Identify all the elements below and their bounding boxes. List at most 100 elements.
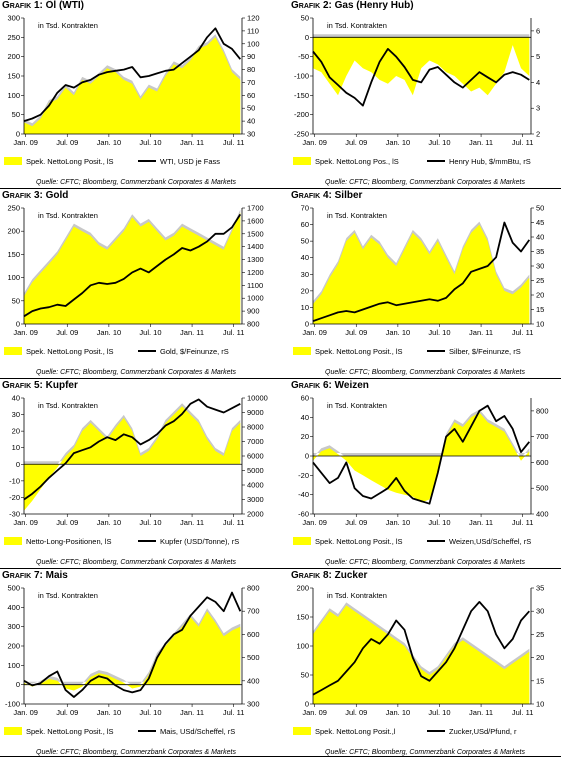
right-tick-label: 900 bbox=[247, 307, 260, 316]
left-tick-label: 500 bbox=[7, 584, 20, 593]
chart-number: 6 bbox=[322, 380, 329, 391]
left-tick-label: 150 bbox=[7, 72, 20, 81]
chart-source: Quelle: CFTC; Bloomberg, Commerzbank Cor… bbox=[325, 369, 525, 376]
right-tick-label: 10000 bbox=[247, 394, 268, 403]
right-tick-label: 5000 bbox=[247, 466, 264, 475]
chart-source: Quelle: CFTC; Bloomberg, Commerzbank Cor… bbox=[325, 559, 525, 566]
right-tick-label: 100 bbox=[247, 39, 260, 48]
legend-label: Spek. NettoLong Posit., lS bbox=[26, 157, 114, 166]
x-tick-label: Jan. 10 bbox=[97, 328, 122, 337]
chart-title: Grafik 7: Mais bbox=[2, 570, 68, 581]
right-tick-label: 6 bbox=[536, 26, 540, 35]
right-tick-label: 35 bbox=[536, 247, 544, 256]
right-tick-label: 30 bbox=[536, 607, 544, 616]
chart-panel: Grafik 3: Gold 0 50 100 150 200 250 800 900 1000 1… bbox=[0, 190, 272, 378]
right-tick-label: 400 bbox=[247, 676, 260, 685]
left-tick-label: 60 bbox=[301, 220, 309, 229]
right-tick-label: 10 bbox=[536, 700, 544, 709]
chart-svg: -60 -40 -20 0 20 40 60 400 500 600 700 800 Jan. 09 Ju… bbox=[293, 394, 549, 546]
x-tick-label: Jan. 09 bbox=[302, 708, 327, 717]
x-tick-label: Jul. 11 bbox=[512, 518, 534, 527]
area-series bbox=[313, 412, 530, 503]
chart-title-text: Gas (Henry Hub) bbox=[334, 0, 414, 11]
left-tick-label: 150 bbox=[296, 613, 309, 622]
chart-annotation: in Tsd. Kontrakten bbox=[38, 21, 98, 30]
legend-label: Spek. NettoLong Posit., lS bbox=[26, 727, 114, 736]
chart-panel: Grafik 5: Kupfer -30 -20 -10 0 10 20 30 40 2000 30… bbox=[0, 380, 272, 568]
right-tick-label: 30 bbox=[247, 130, 255, 139]
x-tick-label: Jul. 10 bbox=[139, 708, 161, 717]
right-tick-label: 110 bbox=[247, 26, 259, 35]
x-tick-label: Jan. 09 bbox=[13, 328, 38, 337]
right-tick-label: 15 bbox=[536, 305, 544, 314]
chart-title: Grafik 1: Öl (WTI) bbox=[2, 0, 84, 11]
x-tick-label: Jul. 11 bbox=[223, 708, 245, 717]
left-tick-label: 0 bbox=[16, 320, 20, 329]
x-tick-label: Jan. 10 bbox=[386, 138, 411, 147]
legend-label: Weizen,USd/Scheffel, rS bbox=[449, 537, 531, 546]
left-tick-label: -20 bbox=[298, 471, 309, 480]
chart-svg: 0 10 20 30 40 50 60 70 10 15 20 25 30 35 40 45 50 Jan. 09… bbox=[293, 204, 544, 356]
chart-number: 4 bbox=[322, 190, 329, 201]
legend-label: Zucker,USd/Pfund, r bbox=[449, 727, 517, 736]
x-tick-label: Jul. 09 bbox=[345, 518, 367, 527]
chart-annotation: in Tsd. Kontrakten bbox=[38, 401, 98, 410]
left-tick-label: 50 bbox=[301, 237, 309, 246]
left-tick-label: 200 bbox=[7, 227, 20, 236]
x-tick-label: Jul. 11 bbox=[512, 708, 534, 717]
right-tick-label: 500 bbox=[247, 653, 260, 662]
left-tick-label: 40 bbox=[12, 394, 20, 403]
left-tick-label: 50 bbox=[301, 671, 309, 680]
legend-label: Spek. NettoLong Posit., lS bbox=[315, 347, 403, 356]
line-series bbox=[312, 221, 531, 322]
left-tick-label: 0 bbox=[16, 130, 20, 139]
chart-panel: Grafik 4: Silber 0 10 20 30 40 50 60 70 10 15 20 25 3… bbox=[289, 190, 561, 378]
right-tick-label: 1700 bbox=[247, 204, 264, 213]
chart-svg: 0 50 100 150 200 10 15 20 25 30 35 Jan. 09 Jul. 09 Ja… bbox=[293, 584, 544, 736]
right-tick-label: 1200 bbox=[247, 268, 264, 277]
left-tick-label: 150 bbox=[7, 250, 20, 259]
right-tick-label: 400 bbox=[536, 510, 549, 519]
area-series bbox=[313, 224, 530, 324]
right-tick-label: 8000 bbox=[247, 423, 264, 432]
right-tick-label: 500 bbox=[536, 484, 549, 493]
chart-panel: Grafik 6: Weizen -60 -40 -20 0 20 40 60 400 500 60… bbox=[289, 380, 561, 568]
chart-number: 3 bbox=[33, 190, 40, 201]
chart-title-prefix: Grafik bbox=[2, 0, 32, 11]
x-tick-label: Jan. 11 bbox=[469, 138, 493, 147]
right-tick-label: 800 bbox=[247, 320, 260, 329]
x-tick-label: Jul. 10 bbox=[428, 138, 450, 147]
chart-annotation: in Tsd. Kontrakten bbox=[38, 211, 98, 220]
x-tick-label: Jan. 09 bbox=[302, 518, 327, 527]
line-series bbox=[23, 213, 242, 318]
line-series bbox=[312, 404, 531, 505]
chart-number: 7 bbox=[33, 570, 40, 581]
left-tick-label: 50 bbox=[12, 296, 20, 305]
right-tick-label: 800 bbox=[247, 584, 260, 593]
left-tick-label: 100 bbox=[7, 91, 20, 100]
area-series bbox=[313, 605, 530, 704]
line-series bbox=[23, 27, 242, 122]
chart-title: Grafik 2: Gas (Henry Hub) bbox=[291, 0, 414, 11]
left-tick-label: 100 bbox=[7, 661, 20, 670]
chart-source: Quelle: CFTC; Bloomberg, Commerzbank Cor… bbox=[36, 369, 236, 376]
left-tick-label: -60 bbox=[298, 510, 309, 519]
area-series bbox=[313, 37, 530, 96]
right-tick-label: 10 bbox=[536, 320, 544, 329]
x-tick-label: Jul. 11 bbox=[223, 138, 245, 147]
left-tick-label: 20 bbox=[12, 427, 20, 436]
chart-title-prefix: Grafik bbox=[291, 190, 321, 201]
left-tick-label: 30 bbox=[301, 270, 309, 279]
right-tick-label: 30 bbox=[536, 262, 544, 271]
right-tick-label: 700 bbox=[536, 432, 549, 441]
right-tick-label: 600 bbox=[536, 458, 549, 467]
chart-title-text: Zucker bbox=[334, 570, 368, 581]
chart-title: Grafik 8: Zucker bbox=[291, 570, 368, 581]
x-tick-label: Jan. 10 bbox=[386, 518, 411, 527]
chart-source: Quelle: CFTC; Bloomberg, Commerzbank Cor… bbox=[325, 179, 525, 186]
x-tick-label: Jul. 09 bbox=[345, 138, 367, 147]
legend-swatch-area bbox=[4, 537, 22, 545]
left-tick-label: 50 bbox=[301, 14, 309, 23]
left-tick-label: 20 bbox=[301, 286, 309, 295]
left-tick-label: -250 bbox=[294, 130, 309, 139]
